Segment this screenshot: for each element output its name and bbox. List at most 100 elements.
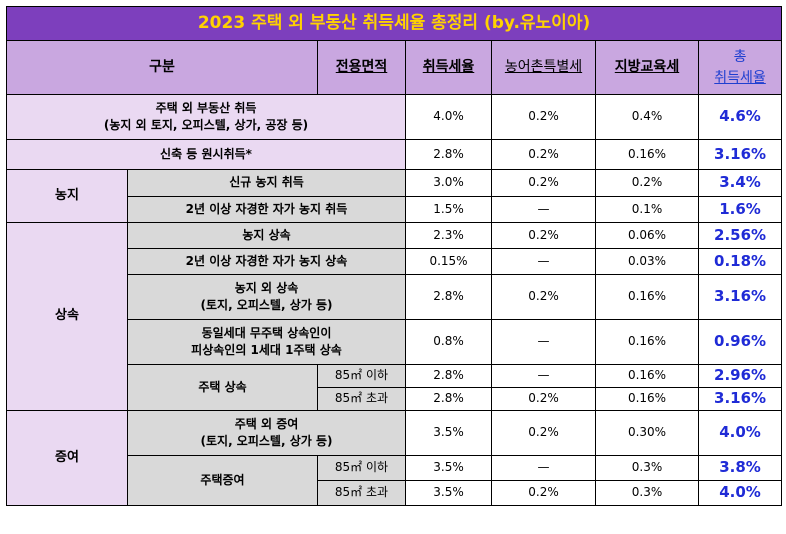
table-row: 상속 농지 상속 2.3% 0.2% 0.06% 2.56% — [6, 222, 783, 411]
row-label-line1: 주택 외 부동산 취득 — [155, 100, 257, 115]
tax-rate-table: 2023 주택 외 부동산 취득세율 총정리 (by.유노이아) 구분 전용면적… — [5, 6, 783, 506]
edu-rate: 0.16% — [595, 319, 699, 365]
total-rate: 0.18% — [697, 248, 783, 275]
total-rate: 4.0% — [697, 480, 783, 506]
row-label-line2: 피상속인의 1세대 1주택 상속 — [191, 343, 342, 357]
rural-rate: 0.2% — [491, 169, 596, 197]
area-value: 85㎡ 이하 — [317, 364, 406, 388]
row-label: 주택증여 — [127, 455, 318, 506]
row-label: 주택 외 부동산 취득 (농지 외 토지, 오피스텔, 상가, 공장 등) — [6, 94, 406, 140]
tax-table-container: 2023 주택 외 부동산 취득세율 총정리 (by.유노이아) 구분 전용면적… — [5, 6, 783, 506]
row-label-line2: (농지 외 토지, 오피스텔, 상가, 공장 등) — [103, 118, 309, 132]
edu-rate: 0.2% — [595, 169, 699, 197]
row-label: 신축 등 원시취득* — [6, 139, 406, 170]
acq-rate: 2.8% — [405, 139, 492, 170]
acq-rate: 1.5% — [405, 196, 492, 223]
edu-rate: 0.16% — [595, 387, 699, 411]
area-value: 85㎡ 이하 — [317, 455, 406, 481]
rural-rate: 0.2% — [491, 139, 596, 170]
header-area: 전용면적 — [317, 40, 406, 95]
rural-rate: — — [491, 364, 596, 388]
header-acq-label: 취득세율 — [422, 59, 475, 76]
edu-rate: 0.03% — [595, 248, 699, 275]
table-row: 주택 외 부동산 취득 (농지 외 토지, 오피스텔, 상가, 공장 등) 4.0… — [6, 94, 783, 140]
rural-rate: 0.2% — [491, 480, 596, 506]
edu-rate: 0.3% — [595, 480, 699, 506]
header-acq: 취득세율 — [405, 40, 492, 95]
header-category: 구분 — [6, 40, 318, 95]
acq-rate: 3.5% — [405, 455, 492, 481]
rural-rate: 0.2% — [491, 274, 596, 320]
area-value: 85㎡ 초과 — [317, 387, 406, 411]
acq-rate: 3.5% — [405, 480, 492, 506]
category-inherit: 상속 — [6, 222, 128, 411]
edu-rate: 0.4% — [595, 94, 699, 140]
acq-rate: 2.8% — [405, 274, 492, 320]
rural-rate: 0.2% — [491, 387, 596, 411]
row-label-line1: 주택 외 증여 — [234, 416, 299, 431]
row-label: 신규 농지 취득 — [127, 169, 406, 197]
total-rate: 4.6% — [697, 94, 783, 140]
total-rate: 2.56% — [697, 222, 783, 249]
edu-rate: 0.06% — [595, 222, 699, 249]
row-label-line2: (토지, 오피스텔, 상가 등) — [200, 298, 333, 312]
edu-rate: 0.1% — [595, 196, 699, 223]
table-row: 증여 주택 외 증여 (토지, 오피스텔, 상가 등) 3.5% 0.2% 0.3… — [6, 410, 783, 506]
header-edu: 지방교육세 — [595, 40, 699, 95]
total-rate: 0.96% — [697, 319, 783, 365]
edu-rate: 0.3% — [595, 455, 699, 481]
rural-rate: 0.2% — [491, 94, 596, 140]
header-total-line2: 취득세율 — [714, 69, 766, 86]
total-rate: 1.6% — [697, 196, 783, 223]
acq-rate: 2.8% — [405, 364, 492, 388]
row-label: 2년 이상 자경한 자가 농지 상속 — [127, 248, 406, 275]
row-label: 2년 이상 자경한 자가 농지 취득 — [127, 196, 406, 223]
acq-rate: 0.8% — [405, 319, 492, 365]
acq-rate: 3.5% — [405, 410, 492, 456]
area-value: 85㎡ 초과 — [317, 480, 406, 506]
header-area-label: 전용면적 — [335, 59, 388, 76]
acq-rate: 2.8% — [405, 387, 492, 411]
edu-rate: 0.16% — [595, 139, 699, 170]
table-row: 85㎡ 초과 2.8% 0.2% 0.16% 3.16% — [7, 387, 783, 411]
edu-rate: 0.30% — [595, 410, 699, 456]
total-rate: 3.4% — [697, 169, 783, 197]
header-rural: 농어촌특별세 — [491, 40, 596, 95]
acq-rate: 3.0% — [405, 169, 492, 197]
category-gift: 증여 — [6, 410, 128, 506]
rural-rate: — — [491, 248, 596, 275]
rural-rate: — — [491, 319, 596, 365]
rural-rate: — — [491, 196, 596, 223]
table-title: 2023 주택 외 부동산 취득세율 총정리 (by.유노이아) — [5, 6, 783, 41]
total-rate: 3.8% — [697, 455, 783, 481]
acq-rate: 2.3% — [405, 222, 492, 249]
rural-rate: 0.2% — [491, 410, 596, 456]
row-label-line2: (토지, 오피스텔, 상가 등) — [200, 434, 333, 448]
total-rate: 3.16% — [697, 387, 783, 411]
table-row: 2년 이상 자경한 자가 농지 취득 1.5% — 0.1% 1.6% — [7, 196, 783, 223]
table-row: 85㎡ 초과 3.5% 0.2% 0.3% 4.0% — [7, 480, 783, 506]
edu-rate: 0.16% — [595, 274, 699, 320]
row-label: 농지 외 상속 (토지, 오피스텔, 상가 등) — [127, 274, 406, 320]
row-label: 주택 외 증여 (토지, 오피스텔, 상가 등) — [127, 410, 406, 456]
row-label-line1: 동일세대 무주택 상속인이 — [201, 325, 332, 340]
table-row: 신축 등 원시취득* 2.8% 0.2% 0.16% 3.16% — [6, 139, 783, 170]
header-rural-label: 농어촌특별세 — [504, 59, 583, 76]
total-rate: 3.16% — [697, 274, 783, 320]
table-row: 2년 이상 자경한 자가 농지 상속 0.15% — 0.03% 0.18% — [7, 248, 783, 275]
row-label-line1: 농지 외 상속 — [234, 280, 299, 295]
rural-rate: — — [491, 455, 596, 481]
total-rate: 4.0% — [697, 410, 783, 456]
table-row: 주택 상속 85㎡ 이하 2.8% — 0.16% 2.96% — [7, 364, 783, 411]
header-edu-label: 지방교육세 — [614, 59, 680, 76]
row-label: 주택 상속 — [127, 364, 318, 411]
header-total-line1: 총 — [733, 49, 747, 66]
row-label: 농지 상속 — [127, 222, 406, 249]
rural-rate: 0.2% — [491, 222, 596, 249]
acq-rate: 4.0% — [405, 94, 492, 140]
table-row: 농지 신규 농지 취득 3.0% 0.2% 0.2% 3.4% — [6, 169, 783, 223]
total-rate: 3.16% — [697, 139, 783, 170]
